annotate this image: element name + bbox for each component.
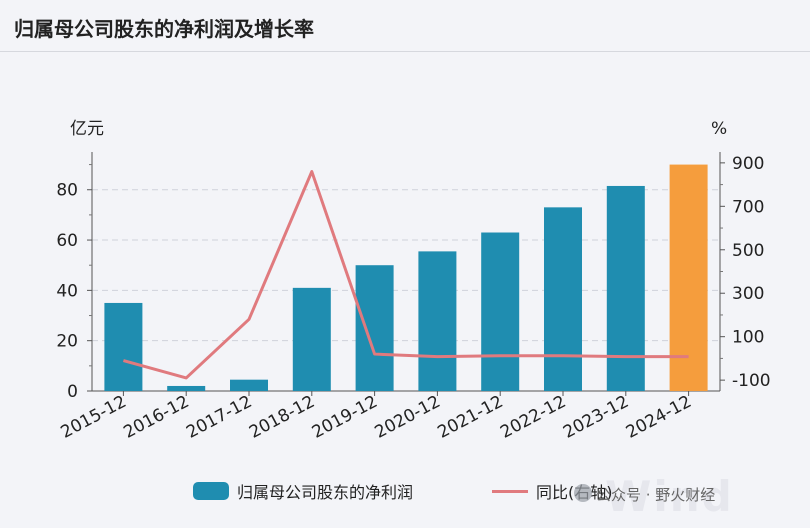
bar-2018-12 [292, 287, 331, 391]
chart-title: 归属母公司股东的净利润及增长率 [14, 17, 314, 41]
legend-label-profit: 归属母公司股东的净利润 [237, 483, 414, 502]
legend-swatch-line [492, 489, 528, 493]
left-tick-label: 40 [56, 281, 78, 301]
bar-2022-12 [544, 207, 582, 391]
watermark-source: 公众号 · 野火财经 [596, 486, 716, 504]
right-tick-label: 100 [732, 328, 764, 348]
left-tick-label: 20 [56, 332, 78, 352]
bar-2017-12 [230, 379, 268, 391]
x-tick-label: 2024-12 [623, 392, 695, 443]
x-tick-label: 2017-12 [183, 392, 255, 443]
x-tick-label: 2019-12 [309, 392, 381, 443]
right-tick-label: 300 [732, 284, 764, 304]
wechat-icon [574, 484, 592, 502]
yoy-line [122, 170, 689, 380]
right-tick-label: 700 [732, 197, 764, 217]
left-tick-label: 60 [56, 231, 78, 251]
x-tick-label: 2022-12 [497, 392, 569, 443]
legend-item-yoy[interactable]: 同比(右轴) [492, 476, 613, 506]
bar-2015-12 [104, 302, 143, 391]
bar-2023-12 [606, 185, 645, 391]
legend-item-profit[interactable]: 归属母公司股东的净利润 [193, 476, 413, 506]
bar-2021-12 [481, 232, 520, 391]
legend-swatch-bar [193, 482, 229, 500]
x-tick-label: 2023-12 [560, 392, 632, 443]
x-tick-label: 2021-12 [434, 392, 506, 443]
x-tick-label: 2016-12 [120, 392, 192, 443]
left-tick-label: 80 [56, 181, 78, 201]
right-axis-unit: % [711, 119, 727, 139]
watermark-logo: Wind [605, 472, 734, 521]
x-tick-label: 2018-12 [246, 392, 318, 443]
chart-header: 归属母公司股东的净利润及增长率 [0, 0, 810, 52]
right-tick-label: 900 [732, 154, 764, 174]
bar-2016-12 [167, 385, 206, 391]
bar-2024-12 [669, 164, 708, 391]
left-axis-unit: 亿元 [70, 119, 104, 139]
left-tick-label: 0 [67, 382, 78, 402]
right-tick-label: 500 [732, 241, 764, 261]
bar-2020-12 [418, 251, 457, 391]
right-tick-label: -100 [732, 371, 771, 391]
bar-2019-12 [355, 265, 394, 391]
x-tick-label: 2020-12 [372, 392, 444, 443]
